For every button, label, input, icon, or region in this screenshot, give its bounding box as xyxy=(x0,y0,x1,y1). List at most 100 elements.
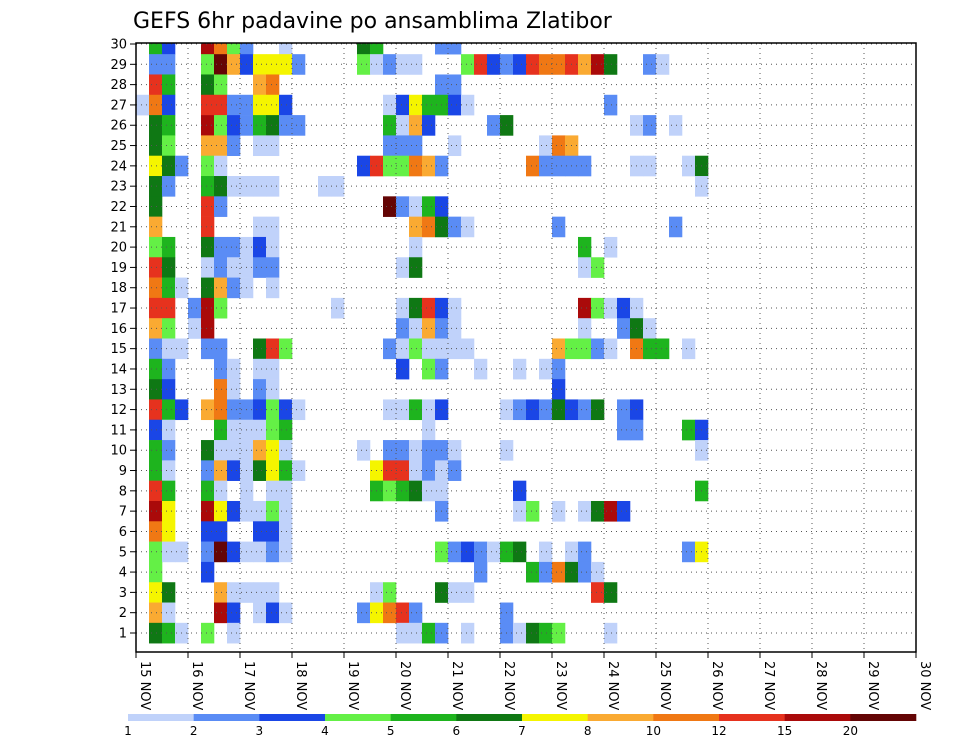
heatmap-cell xyxy=(136,94,150,116)
heatmap-cell xyxy=(539,54,553,75)
colorbar-label: 4 xyxy=(321,724,329,738)
heatmap-cell xyxy=(578,236,592,258)
heatmap-cell xyxy=(591,338,605,360)
heatmap-cell xyxy=(279,500,293,522)
x-tick-label: 30 NOV xyxy=(917,661,932,710)
heatmap-cell xyxy=(227,358,241,380)
heatmap-cell xyxy=(409,236,423,258)
heatmap-cell xyxy=(279,460,293,481)
heatmap-cell xyxy=(474,561,488,583)
heatmap-cell xyxy=(578,257,592,278)
heatmap-cell xyxy=(279,440,293,461)
heatmap-cell xyxy=(149,196,163,217)
heatmap-cell xyxy=(370,43,384,55)
heatmap-cell xyxy=(214,236,228,258)
heatmap-cell xyxy=(422,94,436,116)
colorbar-swatch xyxy=(784,714,851,721)
x-tick-label: 21 NOV xyxy=(449,661,464,710)
heatmap-cell xyxy=(422,419,436,441)
heatmap-cell xyxy=(253,54,267,75)
colorbar-label: 7 xyxy=(518,724,526,738)
heatmap-cell xyxy=(162,115,176,136)
heatmap-cell xyxy=(149,54,163,75)
heatmap-cell xyxy=(227,94,241,116)
heatmap-cell xyxy=(643,54,657,75)
heatmap-cell xyxy=(227,419,241,441)
heatmap-cell xyxy=(461,582,475,603)
heatmap-cell xyxy=(253,399,267,421)
heatmap-cell xyxy=(266,521,280,542)
heatmap-cell xyxy=(214,399,228,421)
heatmap-cell xyxy=(396,358,410,380)
heatmap-cell xyxy=(409,115,423,136)
heatmap-cell xyxy=(201,135,215,157)
heatmap-cell xyxy=(162,440,176,461)
heatmap-cell xyxy=(383,460,397,481)
heatmap-cell xyxy=(266,236,280,258)
y-tick-label: 5 xyxy=(119,545,127,560)
heatmap-cell xyxy=(513,54,527,75)
heatmap-cell xyxy=(279,43,293,55)
heatmap-cell xyxy=(513,399,527,421)
y-tick-label: 21 xyxy=(110,220,127,235)
heatmap-cell xyxy=(149,43,163,55)
heatmap-cell xyxy=(162,94,176,116)
heatmap-cell xyxy=(409,155,423,177)
heatmap-cell xyxy=(279,94,293,116)
heatmap-cell xyxy=(188,297,202,319)
y-tick-label: 7 xyxy=(119,505,127,520)
heatmap-cell xyxy=(227,43,241,55)
heatmap-cell xyxy=(162,43,176,55)
x-tick-label: 24 NOV xyxy=(605,661,620,710)
heatmap-cell xyxy=(214,94,228,116)
x-tick-label: 15 NOV xyxy=(137,661,152,710)
heatmap-cell xyxy=(669,216,683,238)
heatmap-cell xyxy=(422,318,436,339)
heatmap-cell xyxy=(162,236,176,258)
heatmap-cell xyxy=(266,176,280,197)
y-tick-label: 13 xyxy=(110,383,127,398)
heatmap-cell xyxy=(253,358,267,380)
heatmap-cell xyxy=(279,399,293,421)
heatmap-cell xyxy=(461,338,475,360)
heatmap-cell xyxy=(253,541,267,563)
heatmap-cell xyxy=(162,379,176,400)
y-tick-label: 27 xyxy=(110,98,127,113)
y-tick-label: 3 xyxy=(119,586,127,601)
heatmap-cell xyxy=(617,500,631,522)
heatmap-cell xyxy=(253,419,267,441)
heatmap-cell xyxy=(409,460,423,481)
x-tick-label: 19 NOV xyxy=(345,661,360,710)
heatmap-cell xyxy=(422,338,436,360)
heatmap-cell xyxy=(396,54,410,75)
heatmap-cell xyxy=(552,358,566,380)
y-tick-label: 30 xyxy=(110,38,127,53)
heatmap-cell xyxy=(604,94,618,116)
heatmap-cell xyxy=(539,135,553,157)
colorbar-swatch xyxy=(128,714,194,721)
heatmap-cell xyxy=(604,297,618,319)
heatmap-cell xyxy=(591,297,605,319)
heatmap-cell xyxy=(331,297,345,319)
heatmap-cell xyxy=(591,500,605,522)
heatmap-cell xyxy=(266,54,280,75)
heatmap-cell xyxy=(149,480,163,502)
heatmap-cell xyxy=(552,216,566,238)
heatmap-cell xyxy=(227,500,241,522)
heatmap-cell xyxy=(149,582,163,603)
heatmap-cell xyxy=(422,480,436,502)
heatmap-cell xyxy=(448,318,462,339)
heatmap-cell xyxy=(266,582,280,603)
heatmap-cell xyxy=(253,582,267,603)
heatmap-cell xyxy=(266,379,280,400)
heatmap-cell xyxy=(513,622,527,644)
y-tick-label: 1 xyxy=(119,627,127,642)
y-tick-label: 11 xyxy=(110,423,127,438)
heatmap-cell xyxy=(162,521,176,542)
heatmap-cell xyxy=(409,297,423,319)
heatmap-cell xyxy=(383,155,397,177)
heatmap-cell xyxy=(149,297,163,319)
heatmap-cell xyxy=(591,399,605,421)
colorbar-label: 20 xyxy=(843,724,858,738)
